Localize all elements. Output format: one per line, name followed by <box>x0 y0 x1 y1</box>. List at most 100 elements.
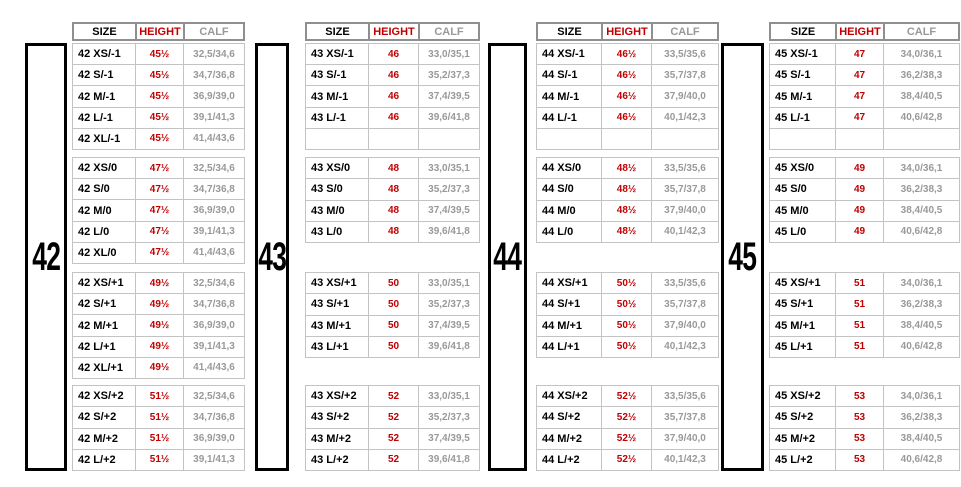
height-cell: 51 <box>836 294 884 315</box>
table-row: 43 XS/+2 52 33,0/35,1 <box>306 386 479 408</box>
table-row: 43 M/-1 46 37,4/39,5 <box>306 86 479 108</box>
height-cell: 48½ <box>602 158 652 179</box>
height-cell: 47½ <box>136 179 184 200</box>
table-row: 42 L/-1 45½ 39,1/41,3 <box>73 107 244 129</box>
height-cell: 52½ <box>602 386 652 407</box>
calf-cell: 37,9/40,0 <box>664 433 706 445</box>
table-row: 42 XS/+2 51½ 32,5/34,6 <box>73 386 244 408</box>
calf-cell: 33,5/35,6 <box>664 390 706 402</box>
size-column-header: SIZE <box>771 24 837 39</box>
table-row: 42 S/+2 51½ 34,7/36,8 <box>73 407 244 429</box>
calf-column-header: CALF <box>199 25 229 38</box>
height-cell: 45½ <box>136 86 184 107</box>
size-cell: 45 L/0 <box>770 221 836 242</box>
height-cell: 49½ <box>136 294 184 315</box>
size-cell: 43 S/-1 <box>306 65 369 86</box>
table-row: 43 M/+2 52 37,4/39,5 <box>306 428 479 450</box>
table-row: 42 M/0 47½ 36,9/39,0 <box>73 200 244 222</box>
table-row: 45 M/+2 53 38,4/40,5 <box>770 428 959 450</box>
height-cell: 49½ <box>136 315 184 336</box>
height-cell: 49 <box>836 158 884 179</box>
size-cell: 42 L/-1 <box>73 107 136 128</box>
size-cell: 45 S/0 <box>770 179 836 200</box>
calf-cell: 37,9/40,0 <box>664 205 706 217</box>
calf-cell: 39,1/41,3 <box>193 112 235 124</box>
size-section: 44 XS/+2 52½ 33,5/35,6 44 S/+2 52½ 35,7/37,8 4… <box>536 385 719 471</box>
size-cell: 44 M/0 <box>537 200 602 221</box>
empty-row <box>537 128 718 150</box>
size-cell: 42 L/0 <box>73 221 136 242</box>
calf-cell: 41,4/43,6 <box>193 362 235 374</box>
calf-cell: 35,7/37,8 <box>664 183 706 195</box>
calf-cell: 35,2/37,3 <box>428 298 470 310</box>
calf-cell: 33,0/35,1 <box>428 390 470 402</box>
table-row: 43 M/0 48 37,4/39,5 <box>306 200 479 222</box>
column-headers: SIZE HEIGHT CALF <box>72 22 245 41</box>
height-cell: 45½ <box>136 107 184 128</box>
height-cell: 51 <box>836 315 884 336</box>
size-cell: 43 L/+1 <box>306 336 369 357</box>
table-row: 45 M/+1 51 38,4/40,5 <box>770 315 959 337</box>
height-cell: 52 <box>369 428 419 449</box>
height-cell: 50½ <box>602 336 652 357</box>
size-cell: 45 L/-1 <box>770 107 836 128</box>
height-cell: 51½ <box>136 449 184 470</box>
table-row: 43 XS/+1 50 33,0/35,1 <box>306 273 479 295</box>
height-cell: 47½ <box>136 200 184 221</box>
table-row: 45 XS/0 49 34,0/36,1 <box>770 158 959 180</box>
table-row: 44 XS/+1 50½ 33,5/35,6 <box>537 273 718 295</box>
table-row: 45 L/-1 47 40,6/42,8 <box>770 107 959 129</box>
calf-cell: 40,6/42,8 <box>900 112 943 124</box>
size-cell: 44 S/0 <box>537 179 602 200</box>
calf-cell: 34,7/36,8 <box>193 183 235 195</box>
calf-cell: 35,2/37,3 <box>428 411 470 423</box>
size-column-header: SIZE <box>307 24 370 39</box>
calf-cell: 39,1/41,3 <box>193 341 235 353</box>
calf-cell: 38,4/40,5 <box>900 433 943 445</box>
size-cell: 43 L/-1 <box>306 107 369 128</box>
size-cell: 42 S/+1 <box>73 294 136 315</box>
table-row: 45 M/-1 47 38,4/40,5 <box>770 86 959 108</box>
height-cell: 47½ <box>136 158 184 179</box>
height-cell: 49 <box>836 200 884 221</box>
table-row: 42 M/+1 49½ 36,9/39,0 <box>73 315 244 337</box>
height-cell: 48 <box>369 179 419 200</box>
table-row: 44 S/0 48½ 35,7/37,8 <box>537 179 718 201</box>
calf-cell: 40,1/42,3 <box>664 341 706 353</box>
calf-column-header: CALF <box>670 25 700 38</box>
table-row: 43 S/+1 50 35,2/37,3 <box>306 294 479 316</box>
calf-cell: 41,4/43,6 <box>193 247 235 259</box>
height-cell: 51 <box>836 336 884 357</box>
height-cell: 49 <box>836 221 884 242</box>
table-row: 42 XL/0 47½ 41,4/43,6 <box>73 242 244 264</box>
table-row: 45 XS/+2 53 34,0/36,1 <box>770 386 959 408</box>
height-cell: 47 <box>836 107 884 128</box>
table-row: 44 M/-1 46½ 37,9/40,0 <box>537 86 718 108</box>
size-group-label: 42 <box>31 234 61 279</box>
height-cell <box>369 128 419 150</box>
table-row: 44 S/+2 52½ 35,7/37,8 <box>537 407 718 429</box>
table-row: 44 S/-1 46½ 35,7/37,8 <box>537 65 718 87</box>
height-cell: 46 <box>369 107 419 128</box>
height-cell: 49½ <box>136 336 184 357</box>
size-section: 42 XS/+1 49½ 32,5/34,6 42 S/+1 49½ 34,7/36,8 4… <box>72 272 245 379</box>
size-cell: 42 XS/+2 <box>73 386 136 407</box>
table-row: 45 L/+1 51 40,6/42,8 <box>770 336 959 357</box>
height-column-header: HEIGHT <box>370 24 420 39</box>
size-cell: 42 M/+1 <box>73 315 136 336</box>
size-cell <box>537 128 602 150</box>
size-group-box: 43 <box>255 43 289 471</box>
size-cell: 45 S/-1 <box>770 65 836 86</box>
size-cell: 44 S/-1 <box>537 65 602 86</box>
size-cell: 43 L/0 <box>306 221 369 242</box>
size-cell: 43 M/+1 <box>306 315 369 336</box>
calf-cell: 36,2/38,3 <box>900 183 943 195</box>
calf-cell: 33,0/35,1 <box>428 277 470 289</box>
table-row: 42 XL/-1 45½ 41,4/43,6 <box>73 128 244 150</box>
calf-cell: 37,4/39,5 <box>428 320 470 332</box>
size-group-label: 43 <box>257 234 287 279</box>
calf-cell: 37,4/39,5 <box>428 205 470 217</box>
table-row: 43 M/+1 50 37,4/39,5 <box>306 315 479 337</box>
calf-cell: 35,2/37,3 <box>428 69 470 81</box>
table-row: 42 XS/0 47½ 32,5/34,6 <box>73 158 244 180</box>
